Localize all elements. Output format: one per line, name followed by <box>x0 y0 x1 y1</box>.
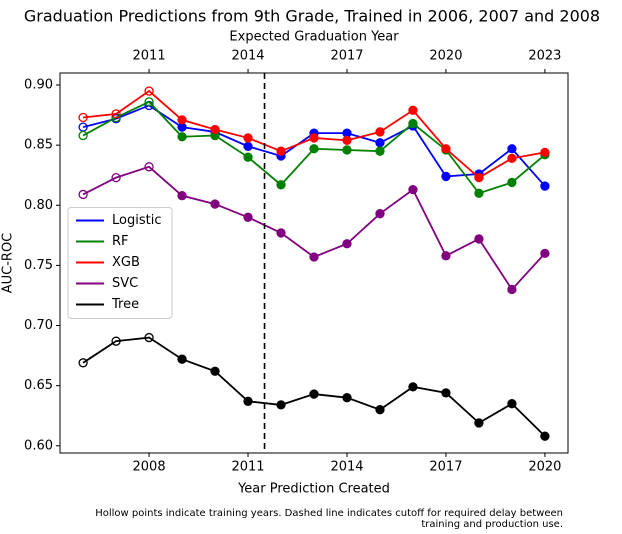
data-point <box>144 86 154 96</box>
legend: Logistic RF XGB SVC Tree <box>67 207 173 319</box>
y-axis-label: AUC-ROC <box>1 233 16 294</box>
footnote: Hollow points indicate training years. D… <box>95 508 563 519</box>
x-tick-label: 2011 <box>231 460 264 475</box>
data-point <box>342 145 352 155</box>
x-tick-label: 2017 <box>429 460 462 475</box>
data-point <box>111 172 121 183</box>
x-axis-label: Year Prediction Created <box>237 482 390 497</box>
data-point <box>309 252 319 262</box>
x2-tick-label: 2011 <box>133 49 166 64</box>
data-point <box>309 144 319 154</box>
data-point <box>342 135 352 145</box>
data-point <box>177 354 187 364</box>
y-tick-label: 0.90 <box>24 78 53 93</box>
x-tick-label: 2008 <box>133 460 166 475</box>
data-point <box>144 97 154 107</box>
data-point <box>309 389 319 399</box>
data-point <box>441 171 451 182</box>
data-point <box>507 284 517 295</box>
data-point <box>408 382 418 392</box>
data-point <box>375 146 385 156</box>
data-point <box>540 147 550 158</box>
legend-label: Logistic <box>112 213 161 228</box>
data-point <box>78 358 88 368</box>
data-point <box>144 332 154 343</box>
data-point <box>210 199 220 209</box>
x2-tick-label: 2023 <box>528 49 561 64</box>
data-point <box>540 181 550 191</box>
data-point <box>78 130 88 141</box>
data-point <box>177 115 187 125</box>
data-point <box>276 180 286 190</box>
x2-tick-label: 2020 <box>429 49 462 64</box>
data-point <box>177 132 187 142</box>
x2-tick-label: 2017 <box>330 49 363 64</box>
data-point <box>78 112 88 123</box>
data-point <box>375 209 385 219</box>
legend-frame <box>67 207 173 319</box>
legend-label: SVC <box>112 276 138 291</box>
data-point <box>144 162 154 172</box>
data-point <box>276 146 286 156</box>
footnote: training and production use. <box>421 519 563 530</box>
data-point <box>243 141 253 152</box>
data-point <box>375 127 385 137</box>
data-point <box>111 109 121 119</box>
data-point <box>507 144 517 154</box>
data-point <box>276 400 286 410</box>
data-point <box>111 336 121 346</box>
data-point <box>507 399 517 409</box>
data-point <box>408 118 418 129</box>
chart-title: Graduation Predictions from 9th Grade, T… <box>24 7 600 26</box>
data-point <box>342 393 352 403</box>
x2-tick-label: 2014 <box>231 49 264 64</box>
data-point <box>408 105 418 115</box>
data-point <box>507 177 517 188</box>
data-point <box>441 251 451 261</box>
data-point <box>276 228 286 238</box>
legend-label: RF <box>112 234 129 249</box>
x-tick-label: 2014 <box>330 460 363 475</box>
y-tick-label: 0.70 <box>24 318 53 333</box>
y-tick-label: 0.75 <box>24 258 53 273</box>
plot-frame <box>59 72 569 454</box>
data-point <box>474 188 484 198</box>
data-point <box>243 396 253 406</box>
x2-axis-label: Expected Graduation Year <box>229 30 399 45</box>
y-tick-label: 0.65 <box>24 378 53 393</box>
data-point <box>243 152 253 162</box>
y-tick-label: 0.80 <box>24 198 53 213</box>
data-point <box>243 212 253 222</box>
data-point <box>375 405 385 415</box>
data-point <box>243 133 253 143</box>
data-point <box>507 153 517 164</box>
data-point <box>342 239 352 249</box>
data-point <box>375 138 385 148</box>
legend-label: Tree <box>111 297 139 312</box>
data-point <box>210 124 220 135</box>
legend-label: XGB <box>112 255 140 270</box>
data-point <box>474 234 484 244</box>
data-point <box>408 184 418 195</box>
x-tick-label: 2020 <box>528 460 561 475</box>
y-tick-label: 0.85 <box>24 138 53 153</box>
data-point <box>78 189 88 200</box>
data-point <box>474 418 484 428</box>
data-point <box>309 133 319 143</box>
data-point <box>474 172 484 183</box>
y-tick-label: 0.60 <box>24 438 53 453</box>
data-point <box>210 366 220 376</box>
data-point <box>441 144 451 154</box>
data-point <box>540 248 550 259</box>
data-point <box>441 388 451 398</box>
data-point <box>540 431 550 441</box>
data-point <box>177 191 187 201</box>
